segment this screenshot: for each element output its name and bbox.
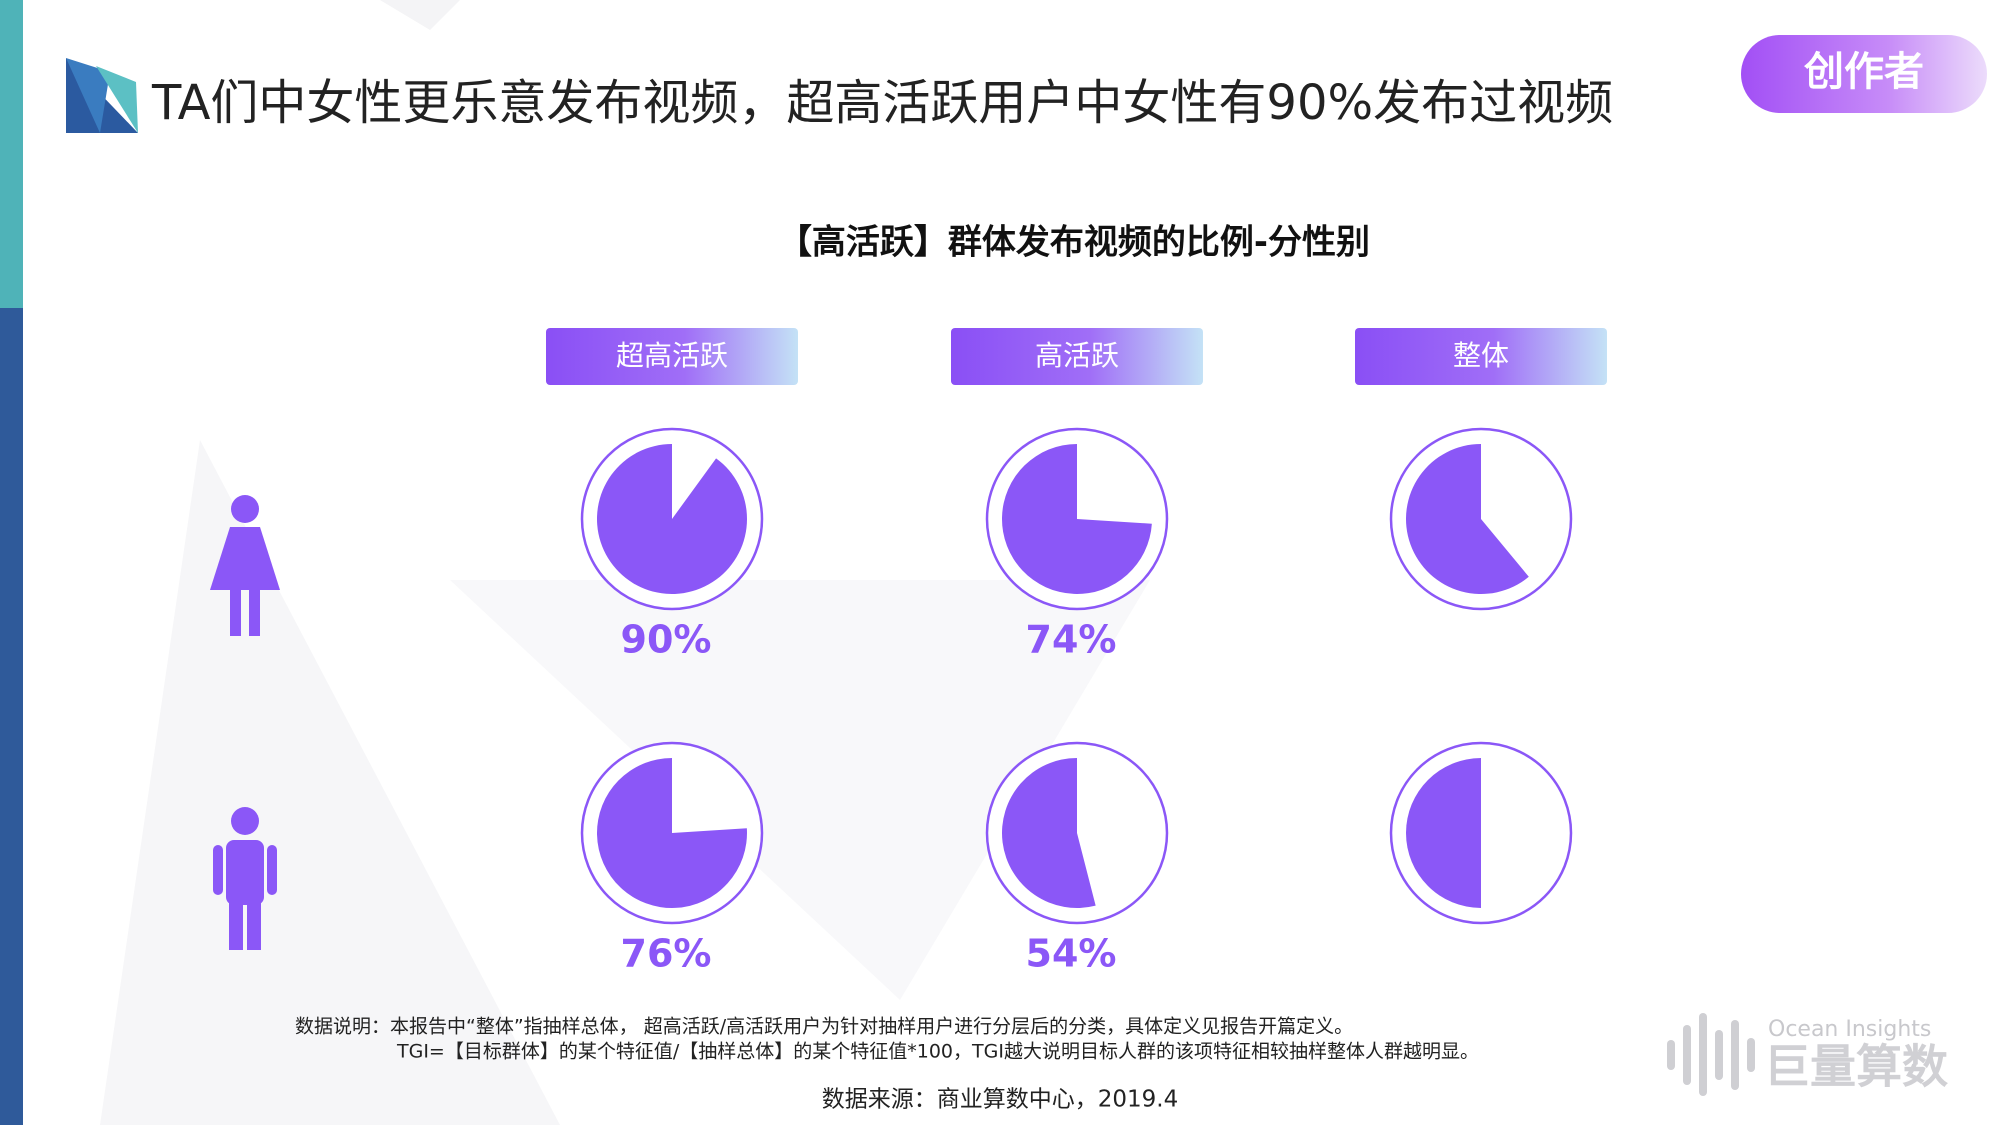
female-icon bbox=[210, 495, 280, 636]
chart-title: 【高活跃】群体发布视频的比例-分性别 bbox=[778, 223, 1370, 263]
page-title: TA们中女性更乐意发布视频，超高活跃用户中女性有90%发布过视频 bbox=[151, 75, 1613, 131]
side-bar bbox=[0, 0, 23, 308]
bg-shape bbox=[380, 0, 460, 30]
column-label: 超高活跃 bbox=[616, 339, 728, 372]
side-bar bbox=[0, 308, 23, 1125]
pie-slice bbox=[1406, 444, 1529, 594]
pie-slice bbox=[597, 758, 747, 908]
value-label: 74% bbox=[1026, 618, 1117, 662]
logo-bars bbox=[1667, 1013, 1755, 1096]
value-label: 76% bbox=[621, 932, 712, 976]
logo-icon bbox=[66, 58, 138, 133]
badge bbox=[1741, 35, 1987, 113]
bg-shape bbox=[100, 440, 560, 1125]
pie-slice bbox=[1002, 758, 1096, 908]
column-label: 整体 bbox=[1453, 339, 1509, 372]
pie-slice bbox=[1406, 758, 1481, 908]
column-header bbox=[951, 328, 1203, 385]
column-header bbox=[546, 328, 798, 385]
pie-slice bbox=[597, 444, 748, 594]
column-header bbox=[1355, 328, 1607, 385]
value-label: 54% bbox=[1026, 932, 1117, 976]
note: TGI=【目标群体】的某个特征值/【抽样总体】的某个特征值*100，TGI越大说… bbox=[396, 1041, 1479, 1063]
logo-en: Ocean Insights bbox=[1768, 1017, 1931, 1042]
male-icon bbox=[213, 807, 277, 950]
logo-cn: 巨量算数 bbox=[1764, 1040, 1948, 1094]
bg-shape bbox=[450, 580, 1150, 1000]
pie-slice bbox=[1002, 444, 1152, 594]
value-label: 90% bbox=[621, 618, 712, 662]
source: 数据来源：商业算数中心，2019.4 bbox=[822, 1087, 1178, 1113]
badge-text: 创作者 bbox=[1804, 49, 1924, 95]
note: 数据说明：本报告中“整体”指抽样总体， 超高活跃/高活跃用户为针对抽样用户进行分… bbox=[295, 1016, 1353, 1038]
column-label: 高活跃 bbox=[1035, 339, 1119, 372]
